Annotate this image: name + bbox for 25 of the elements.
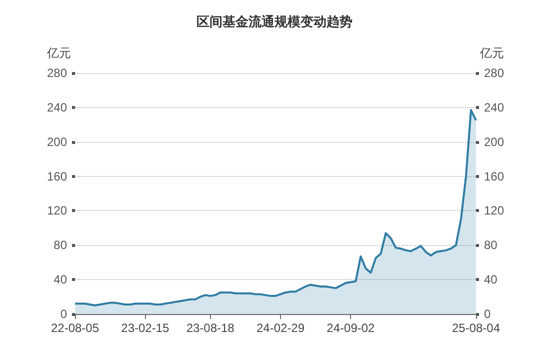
y-tick-label: 280 (46, 66, 68, 80)
y2-tick-label: 240 (484, 100, 504, 114)
x-tick-label: 22-08-05 (50, 321, 100, 335)
y-tick-label: 40 (54, 272, 68, 287)
y-tick-label: 120 (46, 204, 68, 218)
y2-tick-label: 80 (484, 238, 498, 252)
y-tick-label: 80 (54, 238, 68, 252)
y2-tick-label: 160 (484, 169, 504, 184)
y-tick-label: 0 (60, 307, 68, 321)
x-tick-label: 23-08-18 (186, 321, 235, 335)
y2-tick-label: 0 (484, 307, 491, 321)
chart-title: 区间基金流通规模变动趋势 (196, 14, 352, 29)
y2-tick-label: 40 (484, 272, 498, 287)
y-tick-label: 200 (46, 134, 68, 149)
x-tick-label: 23-02-15 (121, 321, 170, 335)
x-tick-label: 24-02-29 (256, 321, 305, 335)
y2-tick-label: 280 (484, 66, 504, 80)
x-tick-label: 24-09-02 (326, 321, 376, 335)
y2-tick-label: 120 (484, 204, 504, 218)
y2-axis-title: 亿元 (479, 46, 504, 60)
y2-tick-label: 200 (484, 134, 504, 149)
y-tick-label: 160 (46, 169, 68, 184)
y-tick-label: 240 (46, 100, 68, 114)
y-axis-title: 亿元 (46, 46, 71, 60)
x-tick-label: 25-08-04 (452, 321, 500, 335)
